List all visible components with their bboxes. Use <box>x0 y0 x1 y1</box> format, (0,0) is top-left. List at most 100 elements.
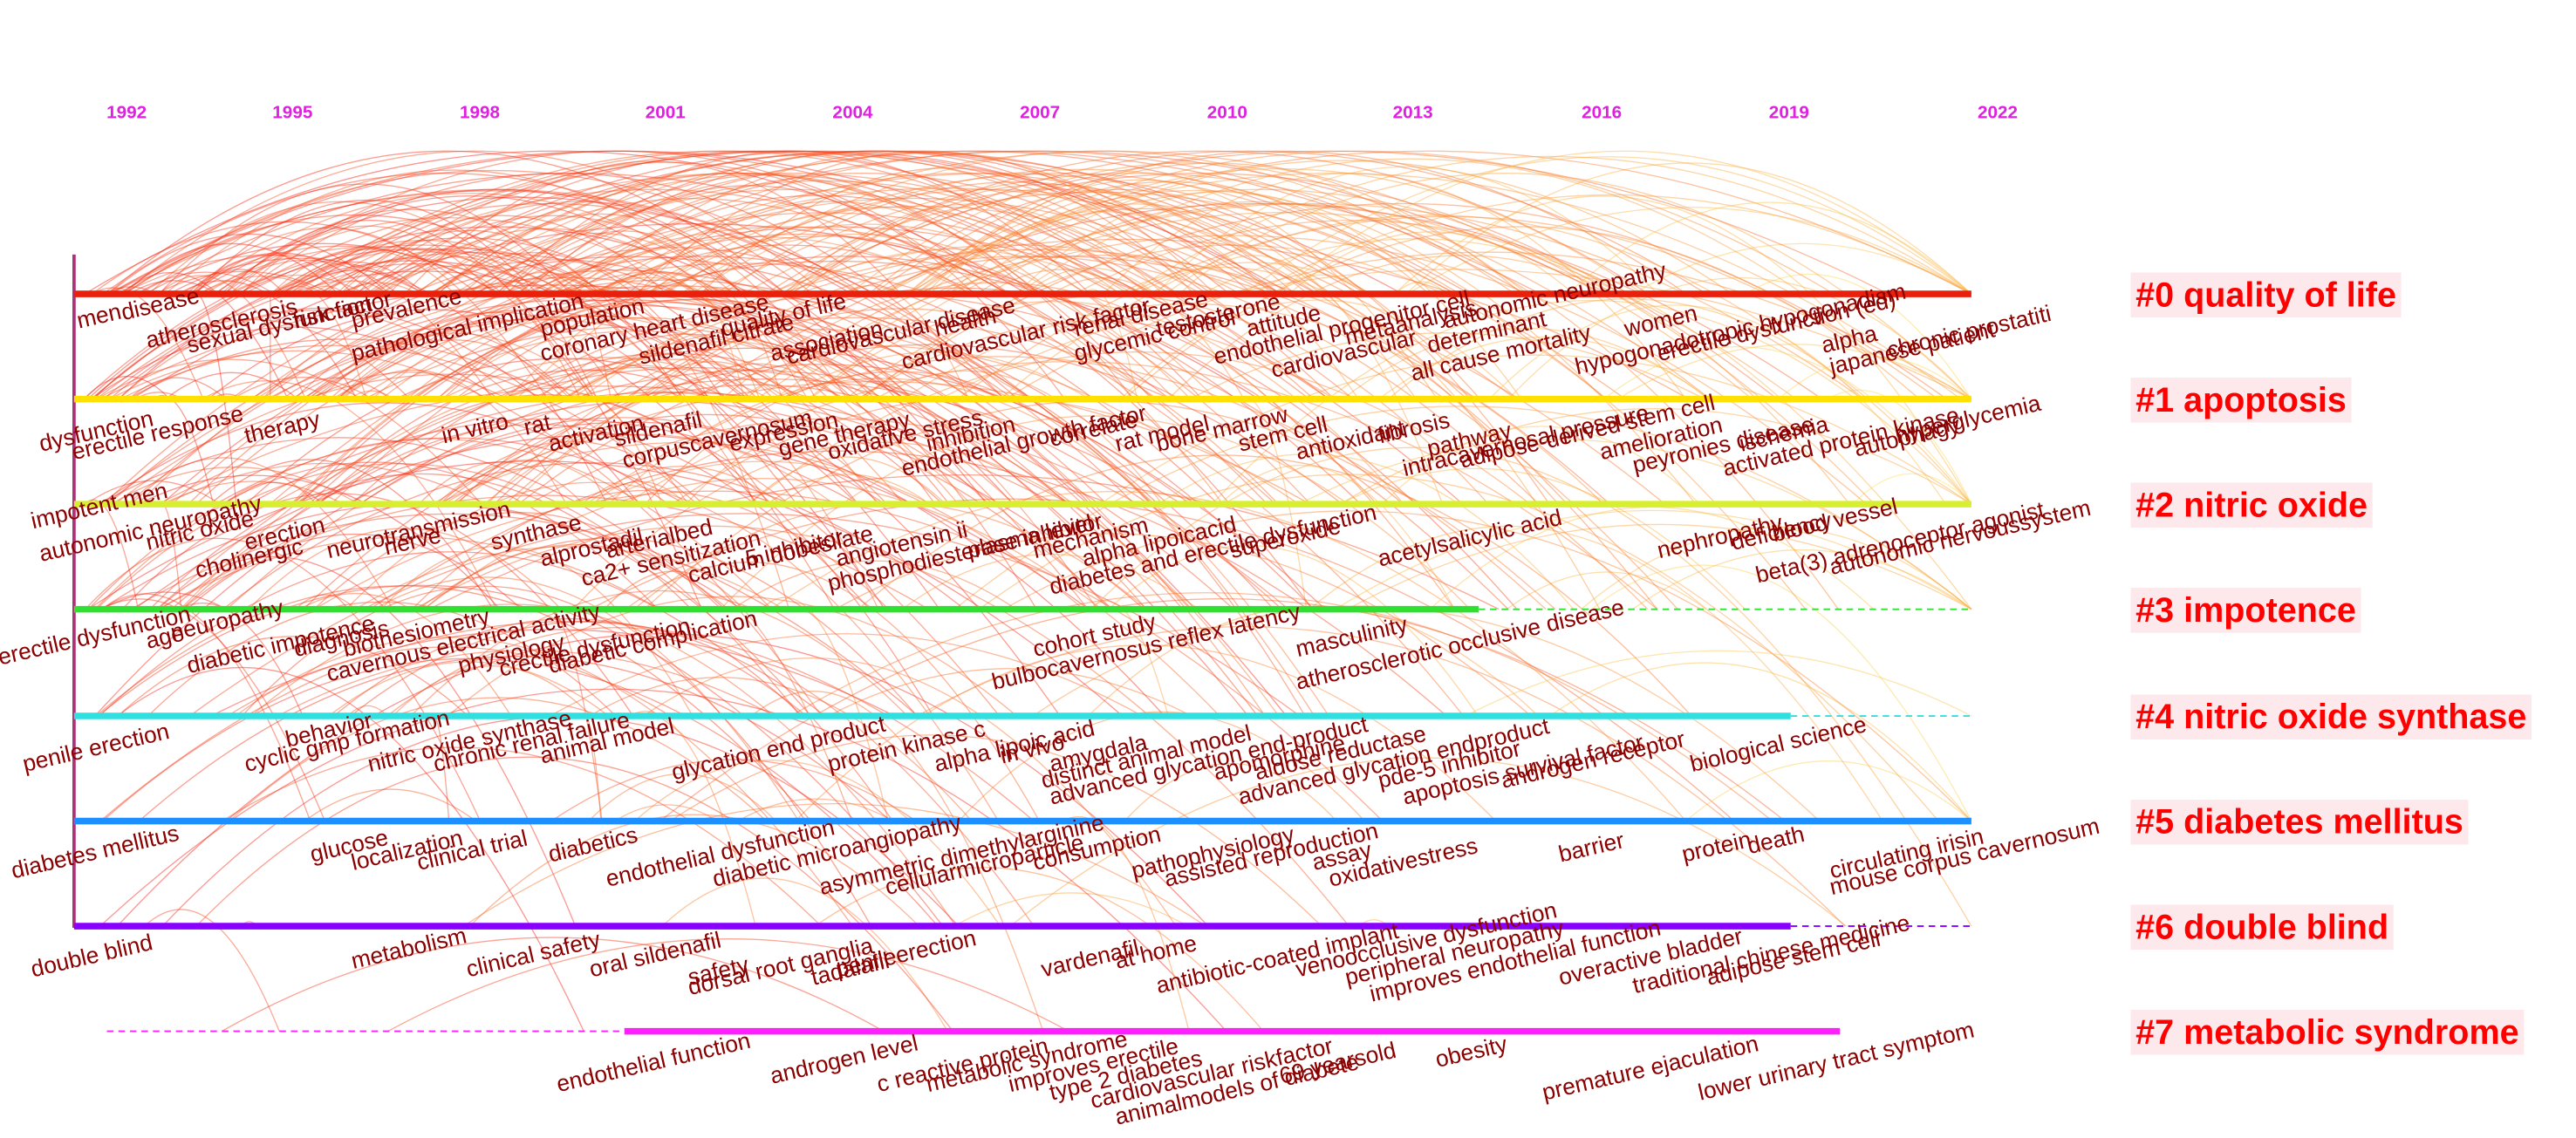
link <box>585 356 1547 610</box>
link <box>101 593 311 821</box>
link <box>121 150 827 295</box>
link <box>1308 525 1883 821</box>
link <box>625 562 1041 821</box>
link <box>388 256 598 399</box>
link <box>165 371 299 400</box>
link <box>1004 251 1972 400</box>
link <box>195 200 538 295</box>
link <box>1567 201 1972 295</box>
link <box>756 202 1863 400</box>
link <box>282 377 391 400</box>
link <box>769 150 1889 295</box>
link <box>694 202 1823 400</box>
link <box>814 867 1264 1032</box>
cluster-label-background <box>2130 904 2394 951</box>
keyword: protein <box>1679 826 1753 867</box>
link <box>1220 464 1456 610</box>
link <box>604 570 853 821</box>
link <box>368 150 1281 295</box>
link <box>828 668 1192 717</box>
year-label: 1998 <box>460 103 500 123</box>
link <box>598 271 809 399</box>
link <box>531 317 1181 400</box>
link <box>311 173 1329 400</box>
link <box>901 553 1199 610</box>
link <box>572 441 1280 717</box>
link <box>411 489 889 610</box>
cluster-label-background <box>2130 482 2373 528</box>
link <box>744 255 1658 610</box>
year-label: 2016 <box>1582 103 1622 123</box>
link <box>84 150 1028 295</box>
link <box>780 173 1778 400</box>
link <box>158 275 306 399</box>
link <box>442 244 1314 610</box>
link <box>215 259 494 399</box>
link <box>1488 304 1947 505</box>
link <box>138 474 501 610</box>
link <box>737 798 894 822</box>
keyword: penile erection <box>20 718 172 777</box>
link <box>149 473 693 610</box>
link <box>1405 162 1972 295</box>
link <box>459 283 536 295</box>
link <box>1124 762 1337 822</box>
link <box>884 150 1835 295</box>
keyword: metabolism <box>349 922 469 974</box>
link <box>437 441 1084 610</box>
link <box>181 502 893 821</box>
year-label: 1995 <box>272 103 312 123</box>
link <box>198 246 553 295</box>
link <box>92 221 480 295</box>
link <box>596 173 1468 400</box>
link <box>366 150 1150 295</box>
link <box>939 269 1972 400</box>
link <box>294 328 575 400</box>
link <box>700 167 1195 295</box>
link <box>661 877 948 1032</box>
link <box>95 463 801 717</box>
link <box>360 215 745 295</box>
year-label: 2013 <box>1393 103 1433 123</box>
link <box>1852 473 1972 505</box>
cluster-label: #0 quality of life <box>2135 276 2396 314</box>
link <box>475 150 1281 295</box>
link <box>427 150 1541 295</box>
link <box>565 358 789 400</box>
link <box>90 226 1015 505</box>
link <box>541 279 598 295</box>
link <box>371 226 1311 505</box>
year-label: 1992 <box>106 103 147 123</box>
link <box>100 284 1001 400</box>
link <box>87 460 1124 717</box>
year-label: 2019 <box>1769 103 1809 123</box>
link <box>979 474 1939 821</box>
link <box>858 454 1692 717</box>
keyword: diabetes mellitus <box>9 820 181 883</box>
link <box>102 173 913 400</box>
link <box>99 688 1227 1032</box>
link <box>138 173 1171 400</box>
link <box>338 339 571 400</box>
link <box>96 358 482 505</box>
keyword: barrier <box>1556 827 1627 867</box>
link <box>573 267 699 295</box>
link <box>1083 289 1138 399</box>
link <box>111 466 359 505</box>
link <box>102 270 746 400</box>
link <box>317 424 871 610</box>
link <box>1090 600 1169 717</box>
link <box>1339 408 1972 505</box>
link <box>158 385 1057 505</box>
link <box>720 415 1471 610</box>
link <box>447 596 1017 717</box>
link <box>99 598 326 821</box>
link <box>110 190 876 295</box>
link <box>282 261 426 295</box>
year-label: 2022 <box>1978 103 2018 123</box>
link <box>191 196 852 295</box>
link <box>1340 467 1746 610</box>
link <box>1347 523 1972 610</box>
link <box>953 892 1189 927</box>
link <box>608 150 1608 295</box>
